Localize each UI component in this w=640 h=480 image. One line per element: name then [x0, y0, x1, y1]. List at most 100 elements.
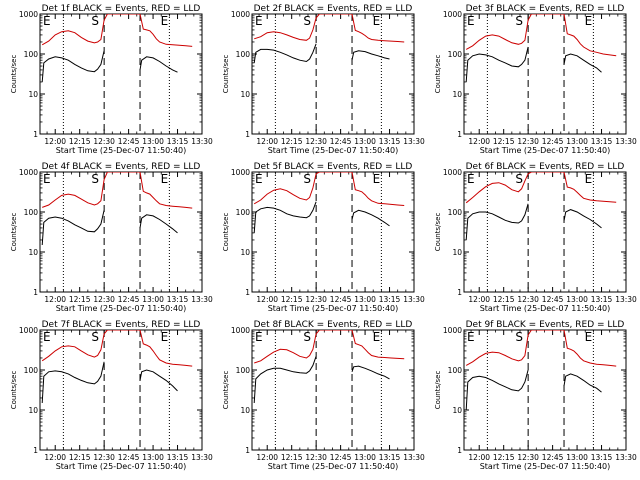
y-tick-label: 10 — [452, 406, 462, 415]
x-tick-label: 12:30 — [305, 453, 327, 462]
plot-title: Det 1f BLACK = Events, RED = LLD — [42, 4, 201, 14]
x-tick-label: 12:00 — [468, 453, 490, 462]
y-axis-label: Counts/sec — [434, 55, 442, 94]
x-axis-label: Start Time (25-Dec-07 11:50:40) — [56, 462, 187, 471]
x-tick-label: 12:45 — [330, 453, 352, 462]
x-tick-label: 12:45 — [542, 453, 564, 462]
plot-panel: Det 8f BLACK = Events, RED = LLD 1 10 100 10… — [222, 320, 425, 471]
plot-panel: Det 7f BLACK = Events, RED = LLD 1 10 100 10… — [10, 320, 213, 471]
y-tick-label: 1000 — [443, 168, 462, 177]
x-axis-label: Start Time (25-Dec-07 11:50:40) — [480, 146, 611, 155]
x-tick-label: 13:00 — [566, 137, 588, 146]
x-tick-label: 13:30 — [403, 295, 425, 304]
plot-frame — [39, 329, 203, 451]
x-tick-label: 13:00 — [566, 295, 588, 304]
x-tick-label: 13:30 — [191, 453, 213, 462]
x-tick-label: 12:15 — [281, 453, 303, 462]
x-tick-label: 12:00 — [256, 453, 278, 462]
y-tick-label: 1 — [245, 446, 250, 455]
black-events-series-line — [465, 369, 602, 411]
x-tick-label: 12:15 — [493, 453, 515, 462]
x-tick-label: 12:45 — [542, 295, 564, 304]
x-tick-label: 13:00 — [142, 453, 164, 462]
y-tick-label: 100 — [448, 50, 463, 59]
x-tick-label: 12:45 — [118, 137, 140, 146]
red-lld-series-line — [41, 330, 193, 367]
plot-frame — [39, 171, 203, 293]
e-marker-right: E — [373, 172, 381, 186]
e-marker-right: E — [161, 172, 169, 186]
y-tick-label: 1000 — [231, 326, 250, 335]
e-marker-left: E — [255, 172, 263, 186]
x-tick-label: 13:15 — [591, 295, 613, 304]
x-tick-label: 13:15 — [379, 295, 401, 304]
x-tick-label: 12:15 — [69, 137, 91, 146]
y-axis-label: Counts/sec — [222, 55, 230, 94]
red-lld-series-line — [253, 172, 405, 206]
y-tick-label: 100 — [236, 366, 251, 375]
s-marker: S — [91, 330, 99, 344]
s-marker: S — [515, 330, 523, 344]
y-tick-label: 10 — [240, 406, 250, 415]
y-tick-label: 1 — [457, 446, 462, 455]
s-marker: S — [91, 14, 99, 28]
y-axis-label: Counts/sec — [10, 371, 18, 410]
e-marker-right: E — [161, 14, 169, 28]
red-lld-series-line — [465, 330, 617, 367]
x-axis-label: Start Time (25-Dec-07 11:50:40) — [56, 304, 187, 313]
y-axis-label: Counts/sec — [222, 213, 230, 252]
black-events-series-line — [253, 201, 390, 233]
y-tick-label: 1 — [245, 130, 250, 139]
plot-title: Det 8f BLACK = Events, RED = LLD — [254, 320, 413, 330]
x-axis-label: Start Time (25-Dec-07 11:50:40) — [268, 462, 399, 471]
e-marker-left: E — [467, 14, 475, 28]
x-tick-label: 12:30 — [305, 295, 327, 304]
plot-title: Det 3f BLACK = Events, RED = LLD — [466, 4, 625, 14]
plot-title: Det 5f BLACK = Events, RED = LLD — [254, 162, 413, 172]
x-tick-label: 12:30 — [93, 137, 115, 146]
e-marker-right: E — [585, 172, 593, 186]
x-tick-label: 12:45 — [330, 137, 352, 146]
y-tick-label: 100 — [24, 208, 39, 217]
y-tick-label: 1000 — [19, 168, 38, 177]
x-tick-label: 13:00 — [354, 137, 376, 146]
plot-panel: Det 5f BLACK = Events, RED = LLD 1 10 100 10… — [222, 162, 425, 313]
e-marker-left: E — [255, 330, 263, 344]
x-tick-label: 13:00 — [354, 295, 376, 304]
s-marker: S — [515, 172, 523, 186]
y-tick-label: 10 — [452, 90, 462, 99]
e-marker-left: E — [43, 330, 51, 344]
x-axis-label: Start Time (25-Dec-07 11:50:40) — [268, 304, 399, 313]
s-marker: S — [303, 330, 311, 344]
plot-title: Det 4f BLACK = Events, RED = LLD — [42, 162, 201, 172]
red-lld-series-line — [465, 14, 617, 57]
x-tick-label: 13:15 — [379, 137, 401, 146]
x-tick-label: 12:15 — [69, 295, 91, 304]
y-tick-label: 100 — [236, 208, 251, 217]
y-tick-label: 100 — [24, 366, 39, 375]
y-tick-label: 1000 — [231, 10, 250, 19]
black-events-series-line — [253, 43, 390, 63]
y-tick-label: 1 — [33, 130, 38, 139]
x-tick-label: 12:00 — [44, 295, 66, 304]
x-tick-label: 13:00 — [354, 453, 376, 462]
y-tick-label: 1 — [457, 288, 462, 297]
plot-panel: Det 6f BLACK = Events, RED = LLD 1 10 100 10… — [434, 162, 637, 313]
red-lld-series-line — [254, 330, 405, 364]
e-marker-left: E — [255, 14, 263, 28]
red-lld-series-line — [254, 14, 405, 43]
s-marker: S — [515, 14, 523, 28]
x-tick-label: 12:15 — [493, 295, 515, 304]
e-marker-left: E — [43, 14, 51, 28]
plot-frame — [39, 13, 203, 135]
x-tick-label: 12:00 — [256, 295, 278, 304]
red-lld-series-line — [42, 172, 193, 209]
black-events-series-line — [41, 361, 178, 404]
y-axis-label: Counts/sec — [434, 213, 442, 252]
black-events-series-line — [41, 50, 178, 83]
y-tick-label: 10 — [240, 248, 250, 257]
plot-panel: Det 9f BLACK = Events, RED = LLD 1 10 100 10… — [434, 320, 637, 471]
x-tick-label: 12:45 — [542, 137, 564, 146]
plot-title: Det 6f BLACK = Events, RED = LLD — [466, 162, 625, 172]
